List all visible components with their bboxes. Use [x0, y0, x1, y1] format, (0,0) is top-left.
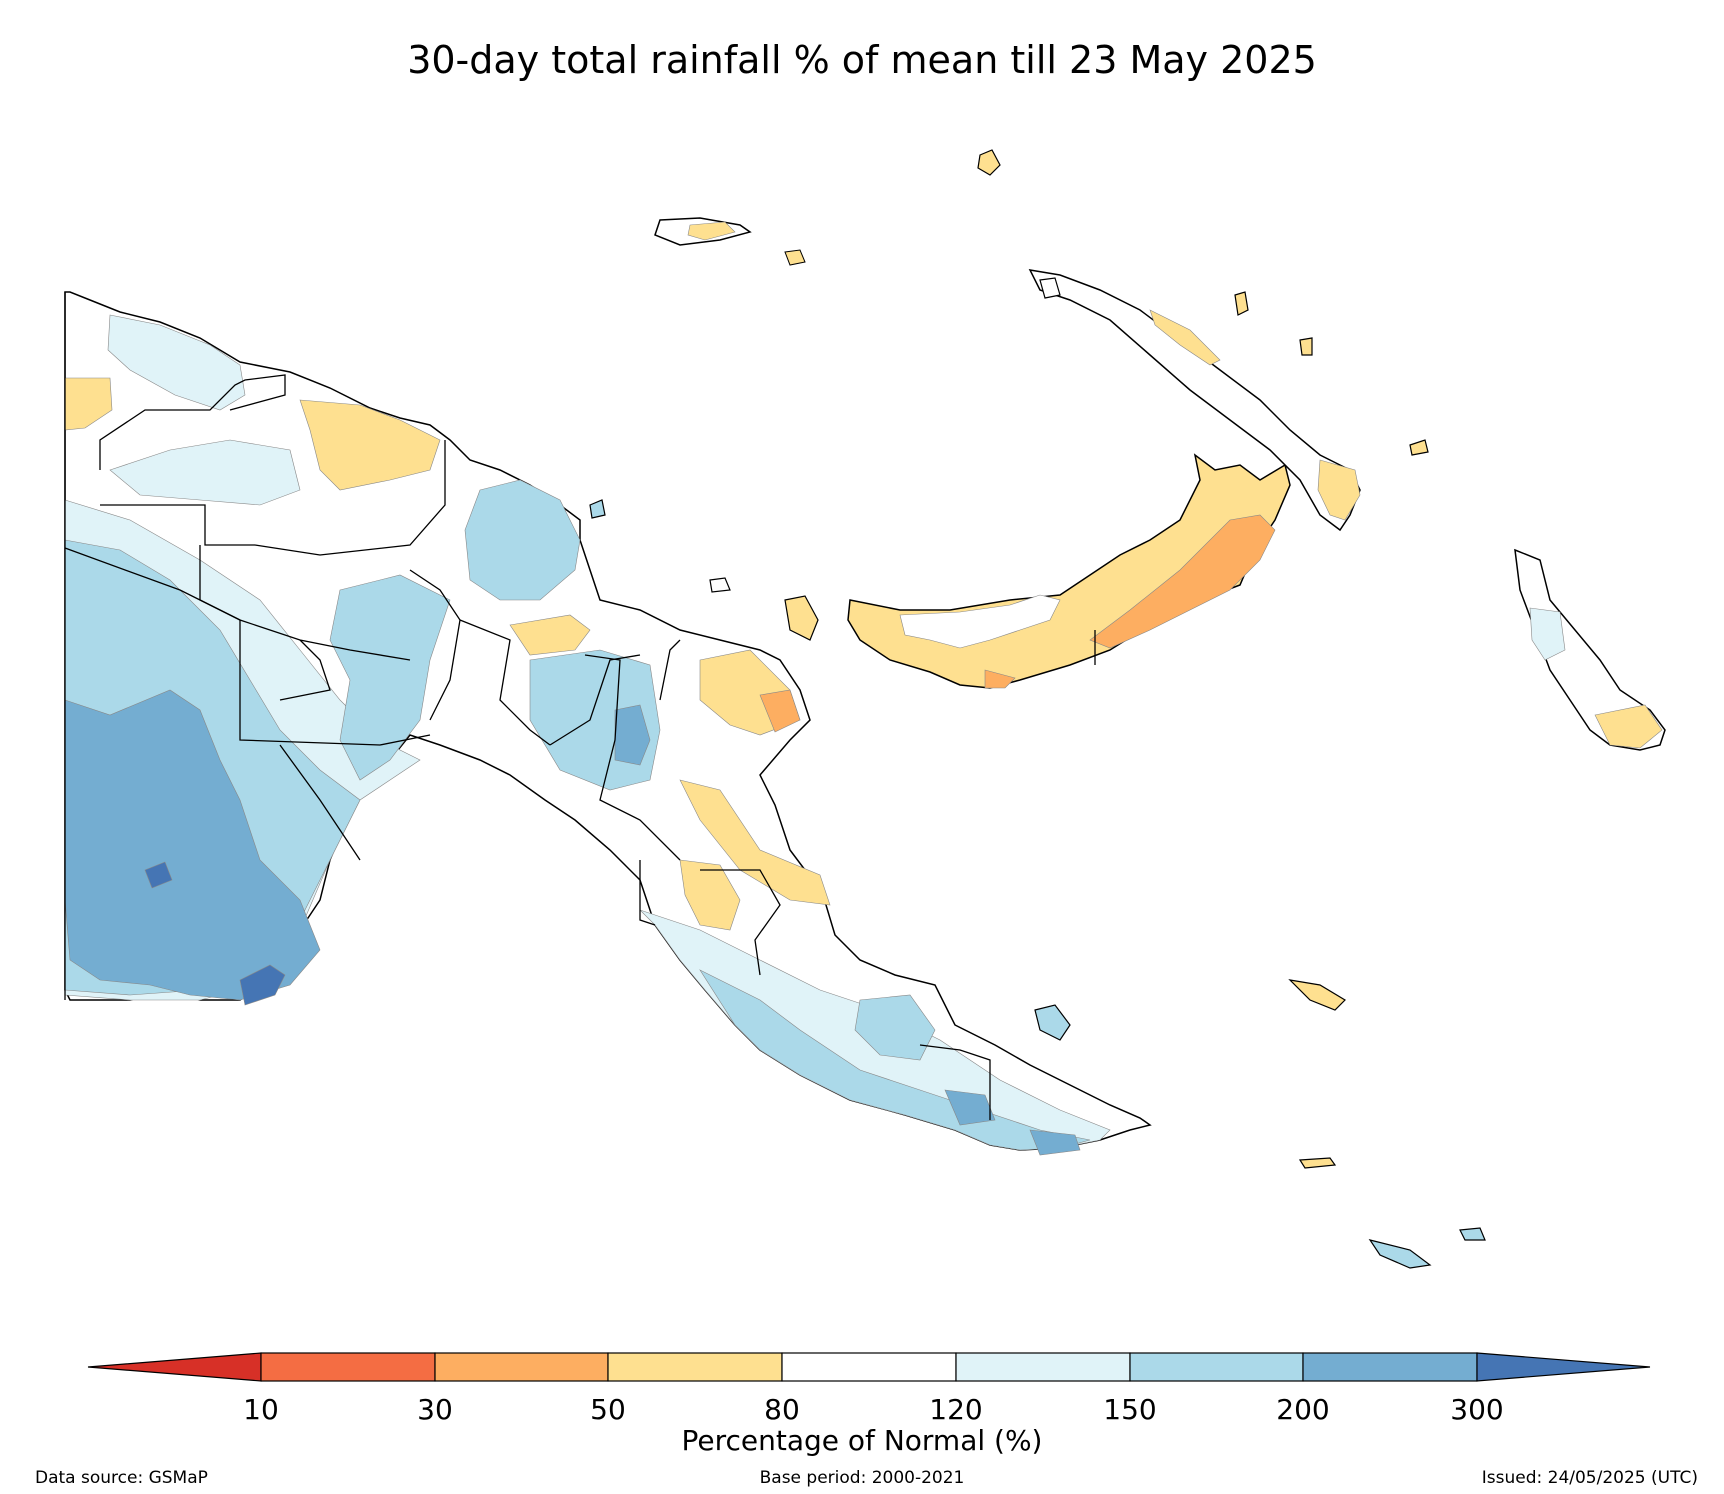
data-source: Data source: GSMaP — [35, 1468, 208, 1488]
zone-200-300-milne — [944, 1089, 996, 1126]
colorbar — [87, 1352, 1651, 1382]
colorbar-80-120 — [781, 1352, 957, 1382]
province-boundaries — [64, 292, 991, 1120]
colorbar-30-50 — [434, 1352, 609, 1382]
colorbar-tick-50: 50 — [590, 1393, 626, 1426]
colorbar-tick-150: 150 — [1103, 1393, 1157, 1426]
colorbar-below-10 — [87, 1352, 262, 1382]
colorbar-150-200 — [1129, 1352, 1304, 1382]
zone-150-200-milne — [854, 994, 936, 1061]
colorbar-tick-80: 80 — [764, 1393, 800, 1426]
colorbar-title: Percentage of Normal (%) — [681, 1424, 1043, 1457]
issued-date: Issued: 24/05/2025 (UTC) — [1481, 1468, 1698, 1488]
colorbar-120-150 — [955, 1352, 1131, 1382]
colorbar-50-80 — [607, 1352, 783, 1382]
new-ireland-50-80-s — [1317, 459, 1361, 521]
zone-150-200-highlands — [329, 574, 451, 781]
colorbar-tick-120: 120 — [929, 1393, 983, 1426]
manus-island — [654, 217, 806, 266]
zone-120-150-central — [109, 439, 301, 506]
zone-50-80-madang — [509, 614, 591, 656]
new-britain-white — [899, 594, 1061, 649]
zone-200-300-tip — [1029, 1129, 1081, 1156]
new-britain — [847, 453, 1291, 689]
colorbar-tick-200: 200 — [1276, 1393, 1330, 1426]
colorbar-10-30 — [260, 1352, 436, 1382]
zone-30-50-huon — [759, 689, 801, 733]
zone-50-80-sepik — [299, 399, 441, 491]
zone-120-150-northwest — [107, 314, 246, 411]
bougainville — [1514, 548, 1666, 751]
new-ireland-50-80-n — [1149, 309, 1221, 366]
zone-200-300-east-highlands — [614, 704, 651, 766]
zone-150-200-northeast — [464, 479, 581, 601]
new-britain-30-50-sw — [984, 669, 1016, 689]
new-ireland — [1028, 269, 1361, 532]
zone-50-80-coast — [679, 779, 831, 906]
small-islands — [589, 149, 1486, 1269]
zone-above-300-south — [239, 964, 286, 1006]
map-title: 30-day total rainfall % of mean till 23 … — [407, 38, 1317, 82]
colorbar-tick-10: 10 — [243, 1393, 279, 1426]
colorbar-tick-30: 30 — [417, 1393, 453, 1426]
new-britain-30-50 — [1089, 514, 1276, 649]
base-period: Base period: 2000-2021 — [759, 1468, 965, 1488]
zone-above-300-center — [144, 861, 173, 889]
zone-50-80-oro — [679, 859, 741, 931]
zone-200-300-southwest — [64, 689, 321, 1001]
rainfall-zones — [64, 314, 1111, 1156]
colorbar-above-300 — [1476, 1352, 1651, 1382]
colorbar-tick-300: 300 — [1450, 1393, 1504, 1426]
colorbar-200-300 — [1302, 1352, 1478, 1382]
